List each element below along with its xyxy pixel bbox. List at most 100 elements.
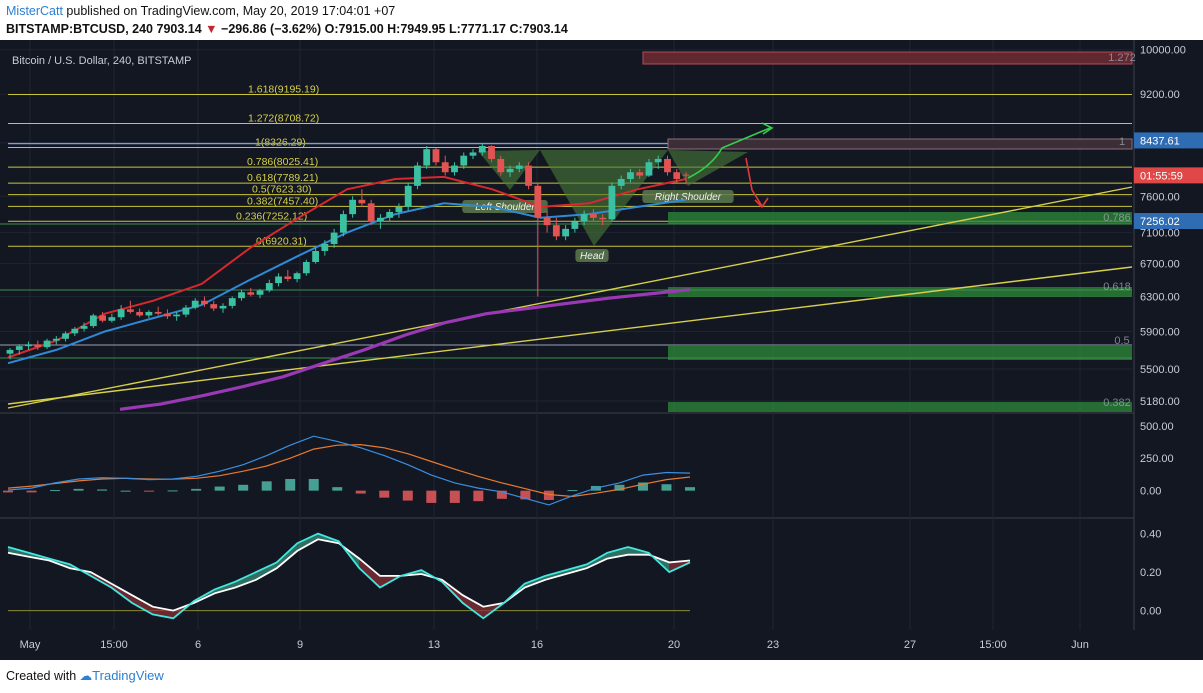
ema-blue-line [7, 198, 687, 365]
candle-body [210, 304, 218, 309]
bearish-arrowhead [754, 197, 769, 209]
macd-histogram-bar [214, 486, 225, 491]
candle-body [108, 317, 116, 321]
candle-body [349, 199, 357, 215]
osc-fill [8, 547, 29, 557]
pattern-label-bg [462, 200, 548, 213]
candle-body [173, 314, 181, 317]
bearish-arrow [745, 157, 763, 207]
fib-label: 0.618(7789.21) [247, 172, 318, 184]
candle-body [52, 338, 60, 341]
zone-fib-label: 0.786 [1103, 212, 1131, 224]
bullish-arrow [687, 127, 771, 179]
x-tick-label: 16 [531, 639, 543, 651]
published-text: published on TradingView.com, May 20, 20… [62, 4, 396, 18]
y-tick-label: 7100.00 [1140, 228, 1180, 240]
zone-fib-label: 0.5 [1114, 335, 1129, 347]
macd-histogram-bar [355, 490, 366, 494]
macd-histogram-bar [144, 490, 155, 492]
candle-body [25, 344, 32, 347]
candle-body [478, 146, 486, 153]
candle-body [15, 346, 23, 350]
pattern-label-bg [575, 249, 609, 262]
osc-fill [545, 570, 566, 580]
zone-fib-label: 1 [1119, 136, 1125, 148]
candle-body [589, 214, 597, 218]
fib-label: 0.382(7457.40) [247, 195, 318, 207]
zone-fib-label: 0.618 [1103, 281, 1131, 293]
fib-label: 1.272(8708.72) [248, 113, 319, 125]
fib-label: 0(6920.31) [256, 235, 307, 247]
osc-fill [359, 558, 380, 588]
oscillator-pane [7, 532, 691, 620]
macd-y-tick-label: 500.00 [1140, 421, 1174, 433]
price-badge-label: 8437.61 [1140, 135, 1180, 147]
right-shoulder-triangle [668, 150, 748, 186]
support-zone [668, 346, 1132, 360]
macd-histogram-bar [473, 490, 484, 502]
osc-y-tick-label: 0.20 [1140, 567, 1161, 579]
macd-histogram-bar [426, 490, 437, 503]
candle-body [191, 300, 199, 308]
support-zone [668, 212, 1132, 224]
y-tick-label: 5500.00 [1140, 364, 1180, 376]
ohlc-values: O:7915.00 H:7949.95 L:7771.17 C:7903.14 [324, 22, 568, 36]
time-axis [0, 630, 1203, 660]
fib-label: 0.5(7623.30) [252, 184, 312, 196]
x-tick-label: 15:00 [979, 639, 1007, 651]
x-tick-label: 13 [428, 639, 440, 651]
candle-body [497, 158, 505, 173]
candle-body [312, 250, 319, 262]
price-badge-label: 01:55:59 [1140, 170, 1183, 182]
last-price: 7903.14 [156, 22, 202, 36]
osc-fill [214, 581, 236, 594]
candle-body [126, 309, 134, 312]
candle-body [34, 344, 42, 348]
macd-histogram-bar [449, 490, 460, 503]
candle-body [367, 203, 375, 222]
candle-body [247, 292, 255, 295]
price-chart[interactable]: 1.618(9195.19) 1.272(8708.72) 1(8326.29) 0.… [0, 40, 1203, 660]
macd-histogram-bar [637, 482, 648, 491]
macd-histogram-bar [332, 487, 343, 491]
macd-histogram-bar [285, 478, 296, 491]
trend-line [7, 266, 1133, 405]
osc-fill [524, 575, 546, 588]
zone-fib-label: 1.272 [1108, 52, 1136, 64]
candle-body [377, 217, 384, 222]
support-zones: 1.272 1 0.786 0.618 0.5 0.382 [0, 51, 1136, 412]
x-tick-label: May [20, 639, 41, 651]
candle-body [136, 311, 144, 316]
x-tick-label: 6 [195, 639, 201, 651]
price-badge-label: 7256.02 [1140, 216, 1180, 228]
candle-body [164, 313, 171, 317]
candle-body [99, 315, 107, 321]
candle-body [599, 217, 607, 220]
publish-line: MisterCatt published on TradingView.com,… [6, 4, 395, 18]
candle-body [432, 149, 440, 163]
macd-pane [3, 435, 695, 506]
fib-label: 1.618(9195.19) [248, 84, 319, 96]
candle-body [645, 162, 653, 176]
candle-body [608, 185, 616, 220]
fib-label: 0.236(7252.12) [236, 210, 307, 222]
candle-body [460, 155, 468, 166]
candle-body [265, 283, 273, 291]
candles [6, 142, 690, 360]
macd-histogram-bar [261, 481, 272, 491]
brand-name[interactable]: TradingView [92, 668, 164, 683]
macd-histogram-bar [50, 490, 61, 492]
candle-body [71, 328, 79, 334]
osc-fast-line [7, 532, 691, 620]
macd-histogram-bar [685, 487, 695, 491]
candle-body [682, 174, 690, 176]
fib-label: 0.786(8025.41) [247, 156, 318, 168]
macd-histogram-bar [520, 490, 531, 500]
candle-body [552, 225, 560, 237]
author-name[interactable]: MisterCatt [6, 4, 63, 18]
candle-body [506, 168, 514, 173]
price-badge [1134, 132, 1203, 149]
candle-body [423, 149, 431, 166]
macd-histogram-bar [661, 484, 672, 491]
main-plot-area [0, 40, 1134, 630]
